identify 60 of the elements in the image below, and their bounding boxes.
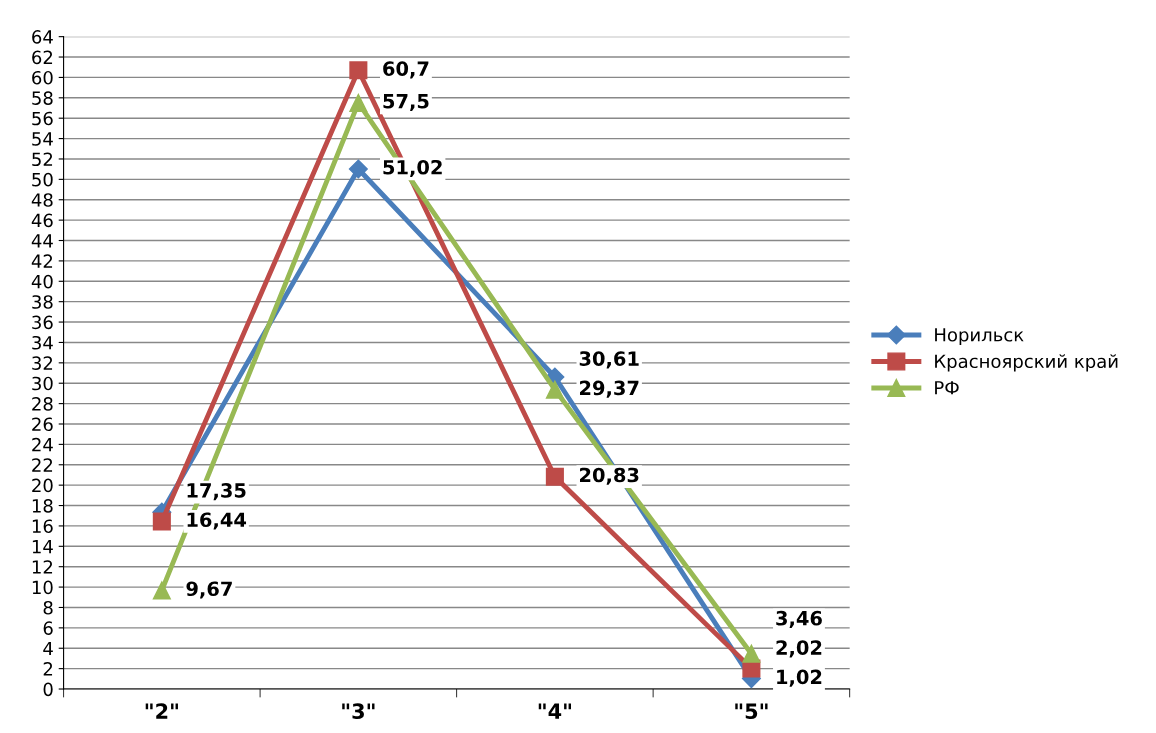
y-tick-label: 54 xyxy=(32,132,53,146)
y-tick-label: 4 xyxy=(43,641,53,656)
y-tick-label: 36 xyxy=(32,315,53,330)
data-label: 17,35 xyxy=(187,483,246,501)
y-tick-label: 50 xyxy=(32,172,53,187)
point xyxy=(742,644,761,663)
y-tick-label: 24 xyxy=(32,437,53,452)
y-tick-label: 30 xyxy=(32,376,53,391)
y-tick-label: 18 xyxy=(32,499,53,513)
y-tick-label: 40 xyxy=(31,274,53,289)
point xyxy=(349,61,368,80)
point xyxy=(349,93,368,112)
y-tick-label: 2 xyxy=(43,662,53,676)
y-tick-label: 58 xyxy=(32,91,53,105)
y-tick-label: 28 xyxy=(32,397,53,411)
y-tick-label: 8 xyxy=(43,600,53,615)
data-label: 60,7 xyxy=(383,61,429,79)
data-label: 30,61 xyxy=(579,351,639,369)
y-tick-label: 56 xyxy=(32,111,53,126)
y-tick-label: 14 xyxy=(32,540,53,554)
legend-label: РФ xyxy=(935,381,959,395)
data-label: 16,44 xyxy=(187,512,247,530)
y-tick-label: 22 xyxy=(32,458,53,472)
point xyxy=(152,512,171,531)
y-tick-label: 46 xyxy=(31,213,53,228)
data-label: 3,46 xyxy=(776,610,822,629)
x-tick-label: "3" xyxy=(342,703,375,720)
y-tick-label: 52 xyxy=(32,152,53,167)
point xyxy=(348,159,368,179)
x-tick-label: "4" xyxy=(538,703,571,719)
y-tick-label: 62 xyxy=(32,50,53,65)
data-label: 29,37 xyxy=(580,380,639,398)
y-tick-label: 0 xyxy=(43,682,53,697)
data-label: 57,5 xyxy=(383,94,429,112)
y-tick-label: 6 xyxy=(43,621,53,635)
y-tick-label: 10 xyxy=(32,580,53,595)
x-tick-label: "2" xyxy=(145,703,178,719)
y-tick-label: 12 xyxy=(32,560,53,574)
y-tick-label: 20 xyxy=(32,478,53,493)
data-label: 51,02 xyxy=(383,159,442,178)
legend-label: Норильск xyxy=(935,328,1024,346)
data-label: 20,83 xyxy=(580,467,639,485)
data-label: 1,02 xyxy=(777,669,822,687)
y-tick-label: 64 xyxy=(32,30,53,44)
y-tick-label: 38 xyxy=(32,295,53,309)
x-tick-label: "5" xyxy=(735,703,768,720)
y-tick-label: 60 xyxy=(32,70,53,85)
y-tick-label: 48 xyxy=(31,193,53,207)
legend-label: Красноярский край xyxy=(935,354,1118,372)
y-tick-label: 16 xyxy=(32,519,53,534)
point xyxy=(545,467,564,486)
point xyxy=(545,380,564,399)
y-tick-label: 32 xyxy=(32,356,53,370)
y-tick-label: 34 xyxy=(32,335,53,350)
data-label: 9,67 xyxy=(186,581,232,599)
y-tick-label: 26 xyxy=(32,417,53,432)
point xyxy=(152,581,171,600)
y-tick-label: 44 xyxy=(31,234,53,248)
data-label: 2,02 xyxy=(776,640,822,658)
y-tick-label: 42 xyxy=(31,254,53,268)
